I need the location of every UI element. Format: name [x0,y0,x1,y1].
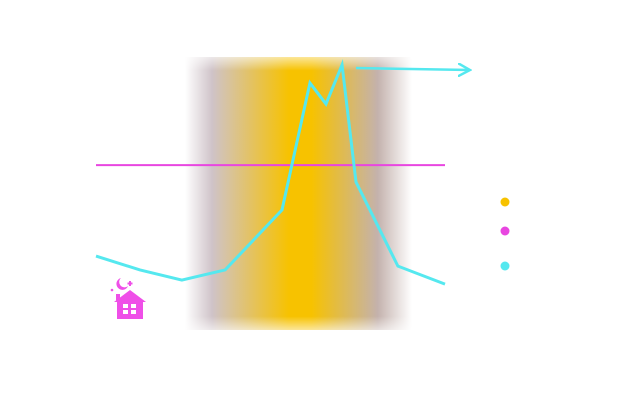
window [123,304,128,308]
window [131,310,136,314]
band-layer [184,57,412,330]
window [123,310,128,314]
legend-swatch [500,226,510,236]
chimney [116,294,120,302]
star [110,288,114,292]
legend-swatch [500,197,510,207]
roof [114,290,146,302]
house-icon [110,278,146,319]
line-layer [95,59,446,286]
window [131,304,136,308]
arrow [355,68,470,70]
legend-swatch [500,261,510,271]
series-line [95,59,446,286]
star [127,282,133,285]
legend [500,197,510,271]
moon [116,278,128,290]
house-body [117,300,143,319]
band-fade [184,57,412,330]
